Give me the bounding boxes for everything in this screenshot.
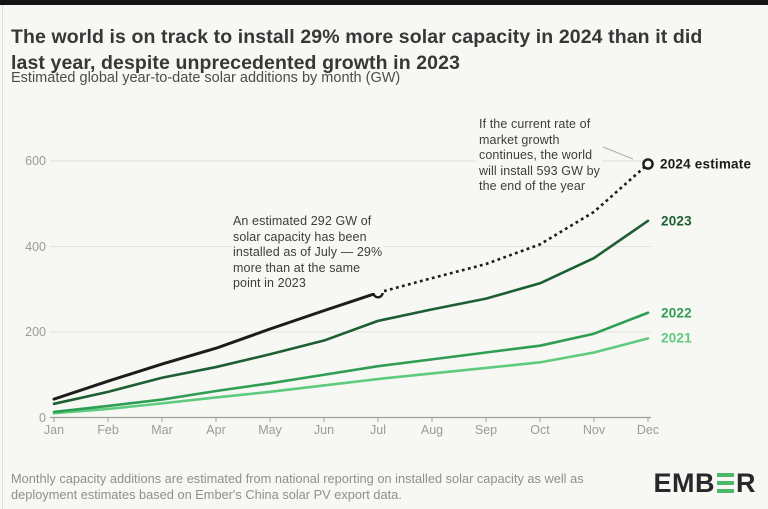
series-label-2024-estimate: 2024 estimate — [660, 156, 752, 172]
series-label-2023: 2023 — [661, 213, 692, 229]
chart-subtitle: Estimated global year-to-date solar addi… — [11, 70, 401, 86]
y-axis-tick-label: 600 — [25, 154, 46, 168]
accent-top-bar — [0, 0, 768, 5]
series-line-2021 — [52, 337, 650, 415]
series-label-2022: 2022 — [661, 305, 692, 321]
x-axis-tick-label-nov: Nov — [582, 423, 606, 437]
x-axis-tick-label-oct: Oct — [530, 423, 550, 437]
x-axis-tick-label-dec: Dec — [636, 423, 660, 437]
series-line-2023 — [52, 219, 650, 406]
y-axis-tick-label: 400 — [25, 239, 46, 254]
ember-logo-bars-icon — [717, 472, 734, 494]
july-annotation: An estimated 292 GW of solar capacity has… — [231, 213, 385, 293]
x-axis-tick-label-aug: Aug — [420, 423, 444, 437]
ember-logo: EMB R — [654, 468, 757, 498]
left-edge-rule — [2, 5, 3, 509]
y-axis-tick-label: 200 — [25, 325, 46, 339]
series-label-2021: 2021 — [661, 330, 692, 346]
page-title: The world is on track to install 29% mor… — [11, 26, 703, 75]
x-axis-tick-label-feb: Feb — [97, 423, 119, 437]
series-line-2024-estimate — [377, 163, 649, 294]
series-line-2022 — [52, 311, 650, 414]
x-axis-tick-label-sep: Sep — [474, 423, 498, 437]
series-line-2024 — [52, 291, 380, 401]
y-axis-tick-label: 0 — [39, 410, 46, 425]
source-note: Monthly capacity additions are estimated… — [11, 471, 584, 502]
marker-dec-593gw — [642, 158, 654, 170]
x-axis-tick-label-apr: Apr — [206, 423, 226, 437]
x-axis-tick-label-jul: Jul — [370, 423, 386, 437]
x-axis-tick-label-may: May — [258, 423, 282, 437]
estimate-annotation: If the current rate of market growth conti… — [477, 116, 602, 196]
x-axis-tick-label-mar: Mar — [151, 423, 173, 437]
x-axis-tick-label-jun: Jun — [313, 423, 335, 437]
ember-logo-text-right: R — [736, 467, 756, 498]
estimate-annotation-leader-line — [602, 146, 634, 160]
x-axis-tick-label-jan: Jan — [43, 423, 65, 437]
ember-logo-text-left: EMB — [653, 467, 715, 498]
